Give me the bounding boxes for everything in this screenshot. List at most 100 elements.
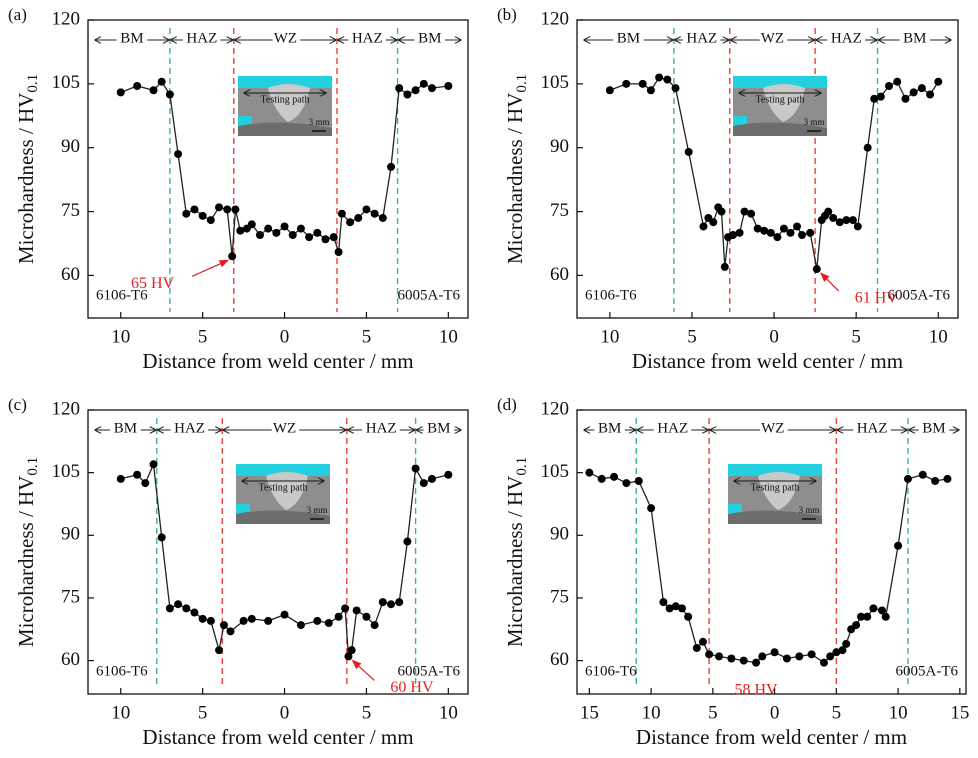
inset-bottom — [236, 510, 330, 524]
x-tick-label: 5 — [851, 326, 861, 347]
data-point — [692, 644, 701, 653]
y-tick-label: 60 — [61, 649, 80, 670]
data-point — [116, 88, 125, 97]
data-point — [605, 86, 614, 95]
data-point — [427, 474, 436, 483]
data-point — [226, 627, 235, 636]
data-point — [909, 88, 918, 97]
y-tick-label: 75 — [550, 586, 569, 607]
y-tick-label: 75 — [61, 200, 80, 221]
data-point — [324, 619, 333, 627]
data-point — [411, 464, 420, 473]
zone-label: HAZ — [657, 420, 688, 436]
data-point — [157, 533, 166, 542]
data-point — [334, 612, 343, 621]
y-tick-label: 90 — [550, 524, 569, 545]
data-point — [313, 228, 322, 237]
y-axis-label-sub: 0.1 — [25, 74, 41, 93]
y-tick-label: 120 — [541, 8, 570, 29]
data-point — [876, 92, 885, 101]
data-point — [264, 616, 273, 625]
zone-label: BM — [922, 420, 945, 436]
annotation-arrow — [191, 259, 230, 277]
panel-label: (b) — [497, 5, 517, 24]
x-tick-label: 10 — [111, 326, 130, 347]
data-point — [786, 228, 795, 237]
y-tick-label: 90 — [61, 524, 80, 545]
data-point — [247, 614, 256, 623]
x-tick-label: 0 — [770, 702, 780, 723]
x-tick-label: 10 — [600, 326, 619, 347]
data-point — [677, 604, 686, 613]
data-point — [395, 84, 404, 93]
data-point — [206, 616, 215, 625]
data-point — [647, 504, 656, 513]
data-point — [646, 86, 655, 95]
y-tick-label: 60 — [550, 649, 569, 670]
annotation-arrow — [820, 272, 840, 292]
data-point — [288, 230, 297, 239]
y-tick-label: 75 — [550, 200, 569, 221]
data-point — [709, 218, 718, 227]
data-point — [720, 262, 729, 271]
y-axis-label-sub: 0.1 — [514, 457, 530, 476]
data-point — [346, 218, 355, 227]
data-point — [352, 606, 361, 615]
data-point — [419, 479, 428, 488]
y-tick-label: 105 — [541, 72, 570, 93]
data-point — [236, 226, 245, 235]
data-point — [901, 94, 910, 103]
data-point — [931, 477, 940, 485]
y-tick-label: 90 — [61, 136, 80, 157]
data-point — [215, 646, 224, 655]
data-point — [247, 220, 256, 229]
data-point — [165, 604, 174, 613]
inset-band — [728, 464, 822, 476]
inset-bottom — [728, 510, 822, 524]
inset-band — [236, 464, 330, 476]
y-axis-label-main: Microhardness / HV — [503, 476, 527, 647]
y-axis-label-main: Microhardness / HV — [503, 93, 527, 264]
zone-label: HAZ — [366, 420, 397, 436]
data-point — [362, 612, 371, 621]
inset-bottom — [238, 122, 332, 136]
y-tick-label: 105 — [52, 72, 81, 93]
y-axis-label: Microhardness / HV0.1 — [14, 457, 42, 647]
zone-label: WZ — [273, 420, 296, 436]
zone-label: BM — [427, 420, 450, 436]
data-point — [832, 648, 841, 657]
data-point — [337, 209, 346, 218]
data-point — [638, 79, 647, 88]
y-tick-label: 105 — [52, 461, 81, 482]
inset-band — [238, 76, 332, 88]
zone-label: HAZ — [686, 30, 717, 46]
data-point — [857, 612, 866, 621]
data-point — [655, 73, 664, 82]
data-point — [444, 81, 453, 90]
y-axis-label-sub: 0.1 — [25, 457, 41, 476]
inset-path-label: Testing path — [750, 482, 799, 493]
data-point — [174, 150, 183, 159]
data-point — [807, 650, 816, 659]
data-point — [239, 616, 248, 625]
data-point — [165, 90, 174, 99]
data-point — [255, 230, 264, 239]
data-point — [622, 79, 631, 88]
data-point — [770, 648, 779, 657]
inset-band-low — [238, 116, 252, 126]
data-point — [190, 608, 199, 617]
x-axis-label: Distance from weld center / mm — [636, 725, 907, 749]
x-tick-label: 10 — [642, 702, 661, 723]
inset-band-low — [236, 504, 250, 514]
data-point — [881, 612, 890, 621]
annotation-text: 60 HV — [390, 679, 434, 696]
annotation-text: 61 HV — [855, 290, 899, 307]
data-point — [665, 604, 674, 613]
panel-label: (c) — [8, 395, 27, 414]
data-point — [344, 652, 353, 661]
x-tick-label: 5 — [687, 326, 697, 347]
data-point — [885, 81, 894, 90]
data-point — [280, 222, 289, 231]
zone-label: HAZ — [831, 30, 862, 46]
